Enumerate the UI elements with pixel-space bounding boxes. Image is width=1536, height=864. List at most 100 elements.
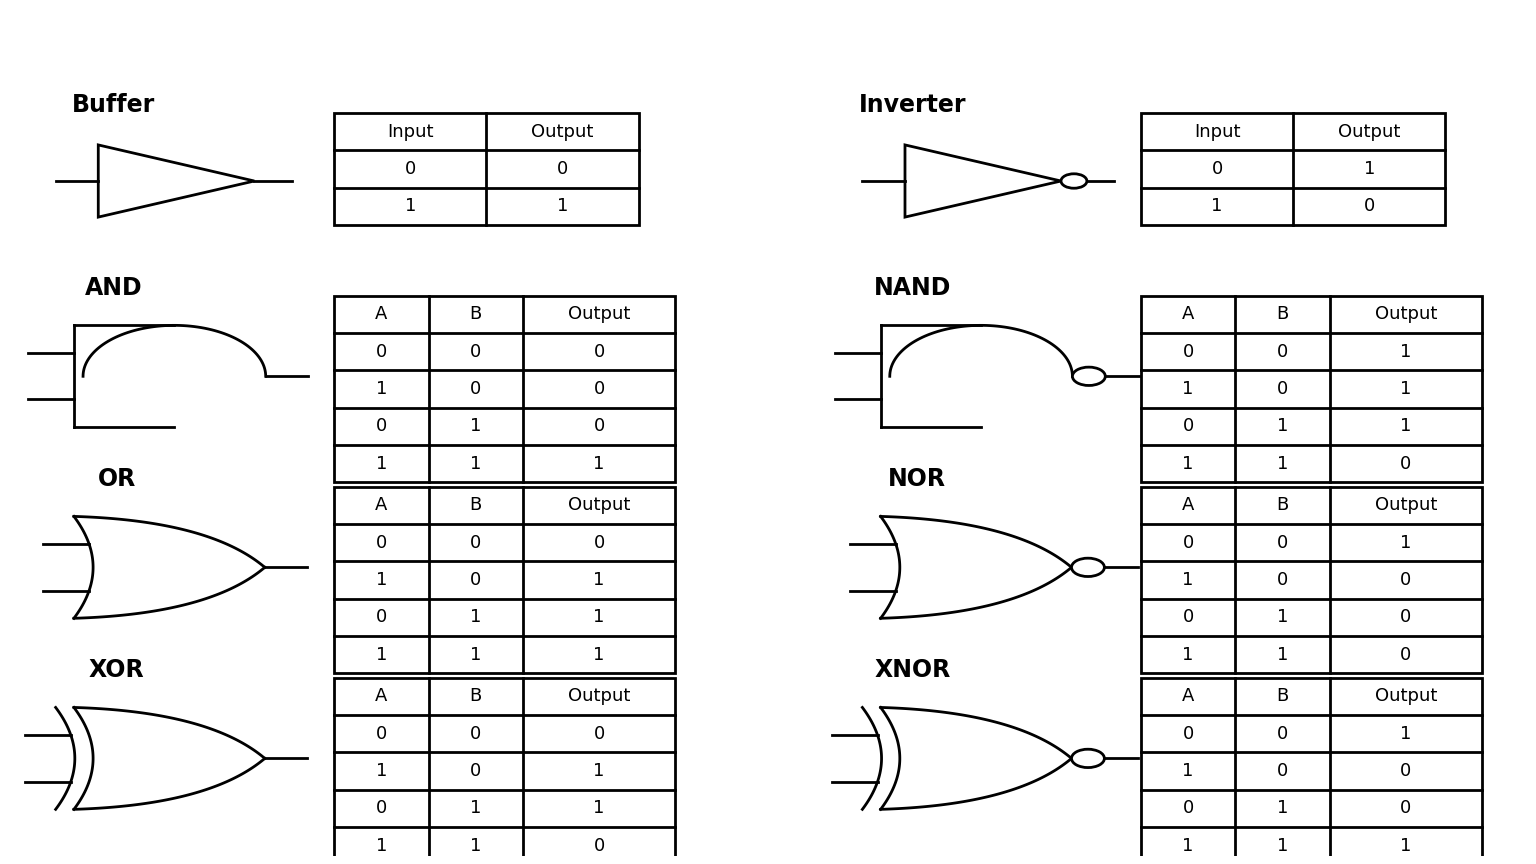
Text: 0: 0 <box>470 725 481 743</box>
Text: 0: 0 <box>1183 799 1193 817</box>
Text: NAND: NAND <box>874 276 951 300</box>
Text: 1: 1 <box>376 454 387 473</box>
Text: 1: 1 <box>376 762 387 780</box>
Text: 0: 0 <box>1401 645 1412 664</box>
Text: 0: 0 <box>593 725 605 743</box>
Text: 0: 0 <box>593 343 605 360</box>
Text: 1: 1 <box>1183 380 1193 398</box>
Text: 0: 0 <box>376 725 387 743</box>
Text: Output: Output <box>1338 123 1401 141</box>
Text: Output: Output <box>568 688 630 705</box>
Text: B: B <box>1276 688 1289 705</box>
Bar <box>335 677 676 864</box>
Text: Input: Input <box>387 123 433 141</box>
Text: 1: 1 <box>1401 417 1412 435</box>
Text: 0: 0 <box>1183 608 1193 626</box>
Text: 1: 1 <box>1276 645 1289 664</box>
Text: 0: 0 <box>593 534 605 552</box>
Text: OR: OR <box>97 467 135 491</box>
Text: 0: 0 <box>376 417 387 435</box>
Bar <box>335 113 639 226</box>
Text: 0: 0 <box>1183 534 1193 552</box>
Text: 1: 1 <box>376 380 387 398</box>
Text: 0: 0 <box>470 343 481 360</box>
Text: Input: Input <box>1193 123 1240 141</box>
Text: 1: 1 <box>558 198 568 215</box>
Text: Buffer: Buffer <box>72 93 155 118</box>
Text: Output: Output <box>568 496 630 514</box>
Text: 0: 0 <box>1401 571 1412 589</box>
Text: 1: 1 <box>1276 608 1289 626</box>
Text: B: B <box>470 688 482 705</box>
Text: 0: 0 <box>470 762 481 780</box>
Text: 1: 1 <box>1276 417 1289 435</box>
Text: 0: 0 <box>404 160 416 178</box>
Text: 1: 1 <box>593 645 605 664</box>
Text: 1: 1 <box>1183 645 1193 664</box>
Text: A: A <box>375 496 387 514</box>
Text: Output: Output <box>1375 305 1438 323</box>
Text: 1: 1 <box>376 571 387 589</box>
Text: 0: 0 <box>376 608 387 626</box>
Text: 0: 0 <box>470 571 481 589</box>
Text: 0: 0 <box>1401 762 1412 780</box>
Text: 0: 0 <box>593 417 605 435</box>
Text: 0: 0 <box>1276 571 1289 589</box>
Text: B: B <box>1276 496 1289 514</box>
Text: 0: 0 <box>1276 343 1289 360</box>
Text: 0: 0 <box>558 160 568 178</box>
Text: AND: AND <box>84 276 143 300</box>
Circle shape <box>1072 558 1104 576</box>
Text: 1: 1 <box>1401 343 1412 360</box>
Text: 1: 1 <box>1276 799 1289 817</box>
Text: 0: 0 <box>1183 417 1193 435</box>
Text: 1: 1 <box>1401 380 1412 398</box>
Circle shape <box>1072 367 1106 385</box>
Text: A: A <box>375 688 387 705</box>
Text: 1: 1 <box>1276 837 1289 854</box>
Text: A: A <box>1181 305 1195 323</box>
Text: Inverter: Inverter <box>859 93 966 118</box>
Text: 1: 1 <box>1401 837 1412 854</box>
Text: Output: Output <box>1375 688 1438 705</box>
Circle shape <box>1061 174 1087 188</box>
Text: 0: 0 <box>1364 198 1375 215</box>
Text: 0: 0 <box>1401 454 1412 473</box>
Text: 1: 1 <box>376 837 387 854</box>
Text: 0: 0 <box>1183 343 1193 360</box>
Text: 0: 0 <box>1401 799 1412 817</box>
Text: B: B <box>1276 305 1289 323</box>
Text: 0: 0 <box>1401 608 1412 626</box>
Text: 0: 0 <box>1276 762 1289 780</box>
Text: 0: 0 <box>593 380 605 398</box>
Text: 1: 1 <box>470 454 481 473</box>
Text: XOR: XOR <box>89 658 144 682</box>
Text: 1: 1 <box>1401 725 1412 743</box>
Text: Output: Output <box>1375 496 1438 514</box>
Text: B: B <box>470 496 482 514</box>
Bar <box>1141 113 1445 226</box>
Text: 0: 0 <box>1212 160 1223 178</box>
Text: A: A <box>375 305 387 323</box>
Text: 1: 1 <box>593 799 605 817</box>
Text: 0: 0 <box>1183 725 1193 743</box>
Text: 1: 1 <box>593 454 605 473</box>
Text: 0: 0 <box>470 534 481 552</box>
Text: 1: 1 <box>1364 160 1375 178</box>
Text: 1: 1 <box>1183 454 1193 473</box>
Text: 0: 0 <box>470 380 481 398</box>
Bar <box>1141 295 1482 482</box>
Bar <box>335 486 676 673</box>
Text: XNOR: XNOR <box>874 658 951 682</box>
Text: 0: 0 <box>1276 534 1289 552</box>
Text: A: A <box>1181 496 1195 514</box>
Text: 0: 0 <box>1276 380 1289 398</box>
Text: 1: 1 <box>1183 837 1193 854</box>
Text: 1: 1 <box>593 762 605 780</box>
Text: Output: Output <box>568 305 630 323</box>
Text: 1: 1 <box>470 837 481 854</box>
Text: 1: 1 <box>1183 762 1193 780</box>
Text: 1: 1 <box>593 608 605 626</box>
Text: 0: 0 <box>376 534 387 552</box>
Text: 1: 1 <box>470 645 481 664</box>
